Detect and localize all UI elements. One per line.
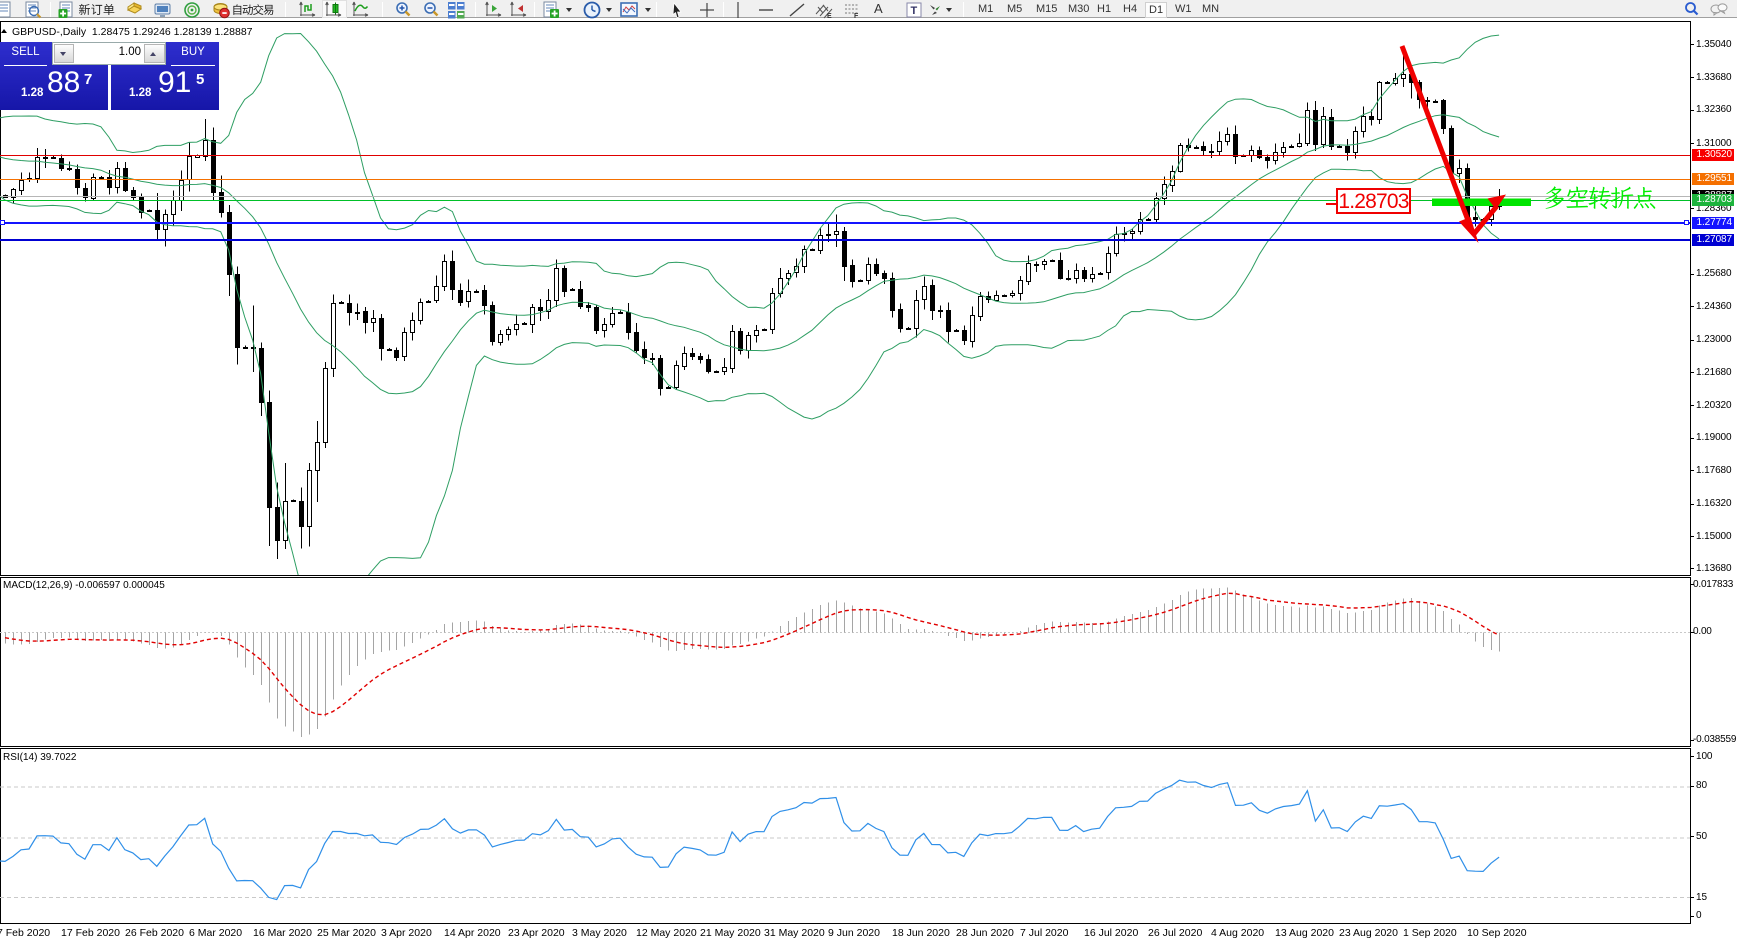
svg-text:T: T	[911, 5, 918, 17]
svg-text:E: E	[827, 13, 832, 19]
svg-text:F: F	[854, 13, 859, 19]
